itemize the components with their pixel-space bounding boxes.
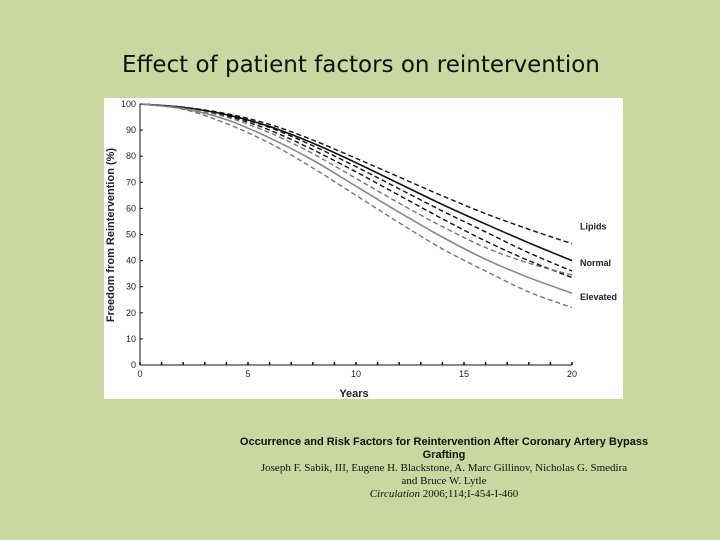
series-line-lipids-lower (139, 103, 573, 279)
series-line-normal (139, 103, 573, 262)
citation-journal: Circulation (369, 488, 421, 500)
y-tick-label: 40 (126, 256, 136, 266)
legend-lipids: Lipids (580, 222, 607, 232)
x-tick-label: 0 (137, 369, 142, 379)
x-axis-label: Years (339, 388, 368, 399)
series-line-lipids (139, 103, 573, 272)
y-tick-label: 10 (126, 334, 136, 344)
y-tick-label: 60 (126, 203, 136, 213)
y-tick-label: 50 (126, 230, 136, 240)
slide-title: Effect of patient factors on reintervent… (122, 52, 600, 78)
y-tick-label: 70 (126, 177, 136, 187)
y-tick-label: 80 (126, 151, 136, 161)
series-line-elevated-upper (139, 103, 573, 276)
citation-reference: Circulation 2006;114;I-454-I-460 (232, 488, 656, 501)
y-tick-label: 90 (126, 125, 136, 135)
chart-panel: 0 5 10 15 20 0 10 20 30 40 50 60 70 80 90 100 Years Fr… (104, 98, 623, 399)
series-line-lipids-upper (139, 103, 573, 245)
citation: Occurrence and Risk Factors for Reinterv… (232, 436, 656, 501)
series-line-elevated-lower (139, 103, 573, 309)
x-tick-label: 20 (567, 369, 577, 379)
citation-authors: Joseph F. Sabik, III, Eugene H. Blacksto… (260, 462, 628, 474)
citation-title: Occurrence and Risk Factors for Reinterv… (239, 436, 649, 461)
y-tick-label: 20 (126, 308, 136, 318)
y-tick-label: 30 (126, 282, 136, 292)
citation-volume: 2006;114;I-454-I-460 (422, 488, 519, 500)
legend-elevated: Elevated (580, 292, 617, 302)
x-tick-label: 15 (459, 369, 469, 379)
x-tick-label: 5 (245, 369, 250, 379)
y-axis-label: Freedom from Reintervention (%) (105, 148, 117, 323)
legend-normal: Normal (580, 258, 611, 268)
series-line-elevated (139, 103, 573, 294)
chart: 0 5 10 15 20 0 10 20 30 40 50 60 70 80 90 100 Years Fr… (105, 99, 617, 399)
citation-authors-cont: and Bruce W. Lytle (401, 475, 487, 487)
x-tick-label: 10 (351, 369, 361, 379)
y-tick-label: 100 (121, 99, 136, 109)
y-tick-label: 0 (131, 360, 136, 370)
